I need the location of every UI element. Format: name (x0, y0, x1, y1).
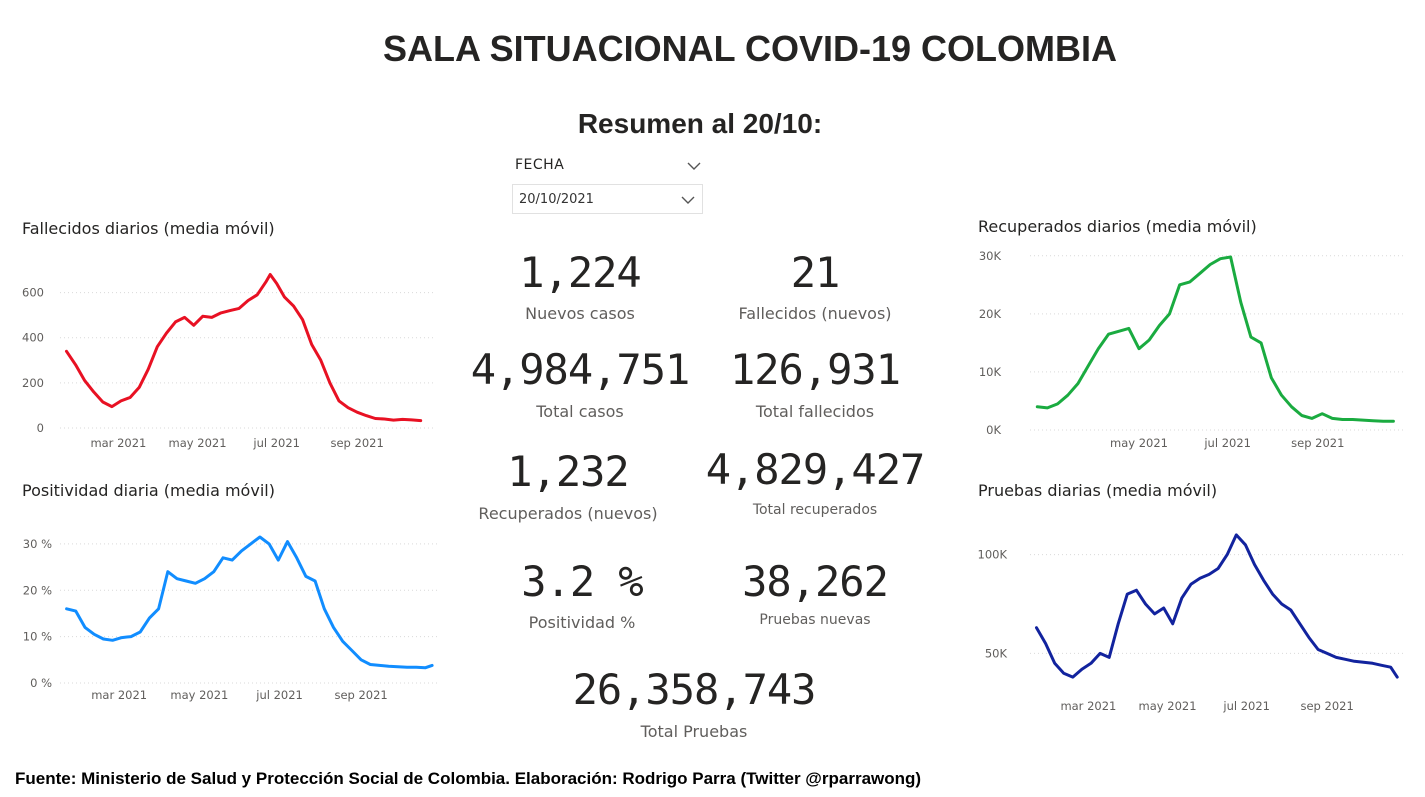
y-tick-label: 400 (22, 331, 44, 345)
x-tick-label: jul 2021 (1203, 436, 1251, 450)
chevron-down-icon (681, 196, 695, 204)
x-tick-label: sep 2021 (330, 436, 383, 450)
y-tick-label: 20 % (23, 583, 52, 597)
y-tick-label: 10 % (23, 630, 52, 644)
y-tick-label: 30K (979, 249, 1002, 263)
x-tick-label: may 2021 (1110, 436, 1168, 450)
series-line[interactable] (65, 535, 434, 670)
kpi-fallecidos-nuevos-label: Fallecidos (nuevos) (738, 304, 892, 323)
chart-title-pruebas: Pruebas diarias (media móvil) (978, 481, 1218, 500)
y-tick-label: 200 (22, 376, 44, 390)
kpi-positividad-label: Positividad % (528, 613, 636, 632)
date-filter-value: 20/10/2021 (519, 192, 594, 207)
dashboard-title: SALA SITUACIONAL COVID-19 COLOMBIA (382, 28, 1118, 69)
kpi-total-fallecidos-value: 126,931 (729, 345, 901, 394)
y-tick-label: 20K (979, 307, 1002, 321)
y-tick-label: 600 (22, 286, 44, 300)
chart-title-recuperados: Recuperados diarios (media móvil) (978, 217, 1257, 236)
kpi-total-casos-label: Total casos (536, 402, 624, 421)
kpi-total-pruebas-label: Total Pruebas (640, 722, 748, 741)
y-tick-label: 100K (978, 548, 1008, 562)
kpi-recuperados-nuevos-value: 1,232 (507, 447, 629, 496)
series-line[interactable] (1035, 533, 1399, 679)
y-tick-label: 10K (979, 365, 1002, 379)
x-tick-label: sep 2021 (1300, 699, 1353, 713)
kpi-total-pruebas-value: 26,358,743 (572, 665, 817, 714)
positividad-line-chart[interactable]: 0 % 10 % 20 % 30 % mar 2021 may 2021 jul 2021 s… (0, 515, 460, 710)
date-filter-dropdown[interactable]: 20/10/2021 (512, 184, 703, 214)
recuperados-line-chart[interactable]: 0K 10K 20K 30K may 2021 jul 2021 sep 2021 (965, 240, 1425, 455)
kpi-total-fallecidos-label: Total fallecidos (755, 402, 875, 421)
kpi-nuevos-casos-value: 1,224 (519, 248, 641, 297)
kpi-total-recuperados-label: Total recuperados (752, 502, 878, 518)
x-tick-label: mar 2021 (91, 688, 147, 702)
kpi-fallecidos-nuevos-value: 21 (790, 248, 841, 297)
x-tick-label: jul 2021 (1222, 699, 1270, 713)
kpi-total-recuperados-value: 4,829,427 (705, 445, 926, 494)
pruebas-line-chart[interactable]: 50K 100K mar 2021 may 2021 jul 2021 sep 2021 (965, 515, 1425, 715)
source-footer: Fuente: Ministerio de Salud y Protección… (15, 769, 922, 788)
y-tick-label: 0K (986, 423, 1001, 437)
kpi-recuperados-nuevos-label: Recuperados (nuevos) (478, 504, 658, 523)
date-filter-label: FECHA (515, 157, 565, 173)
kpi-positividad-value: 3.2 % (521, 557, 643, 606)
y-tick-label: 0 % (30, 676, 52, 690)
x-tick-label: mar 2021 (1060, 699, 1116, 713)
kpi-pruebas-nuevas-value: 38,262 (742, 557, 889, 606)
x-tick-label: sep 2021 (1291, 436, 1344, 450)
kpi-total-casos-value: 4,984,751 (470, 345, 691, 394)
chart-title-fallecidos: Fallecidos diarios (media móvil) (22, 219, 275, 238)
x-tick-label: sep 2021 (334, 688, 387, 702)
y-tick-label: 0 (37, 421, 44, 435)
x-tick-label: may 2021 (1139, 699, 1197, 713)
kpi-nuevos-casos-label: Nuevos casos (525, 304, 635, 323)
kpi-pruebas-nuevas-label: Pruebas nuevas (759, 612, 871, 628)
x-tick-label: jul 2021 (255, 688, 303, 702)
series-line[interactable] (65, 273, 423, 423)
fallecidos-line-chart[interactable]: 0 200 400 600 mar 2021 may 2021 jul 2021 sep 20… (0, 250, 460, 460)
chevron-down-icon[interactable] (686, 158, 702, 174)
y-tick-label: 30 % (23, 537, 52, 551)
x-tick-label: mar 2021 (90, 436, 146, 450)
summary-subtitle: Resumen al 20/10: (577, 108, 823, 139)
chart-title-positividad: Positividad diaria (media móvil) (22, 481, 275, 500)
x-tick-label: jul 2021 (252, 436, 300, 450)
y-tick-label: 50K (985, 646, 1008, 660)
x-tick-label: may 2021 (169, 436, 227, 450)
x-tick-label: may 2021 (170, 688, 228, 702)
series-line[interactable] (1035, 255, 1395, 423)
